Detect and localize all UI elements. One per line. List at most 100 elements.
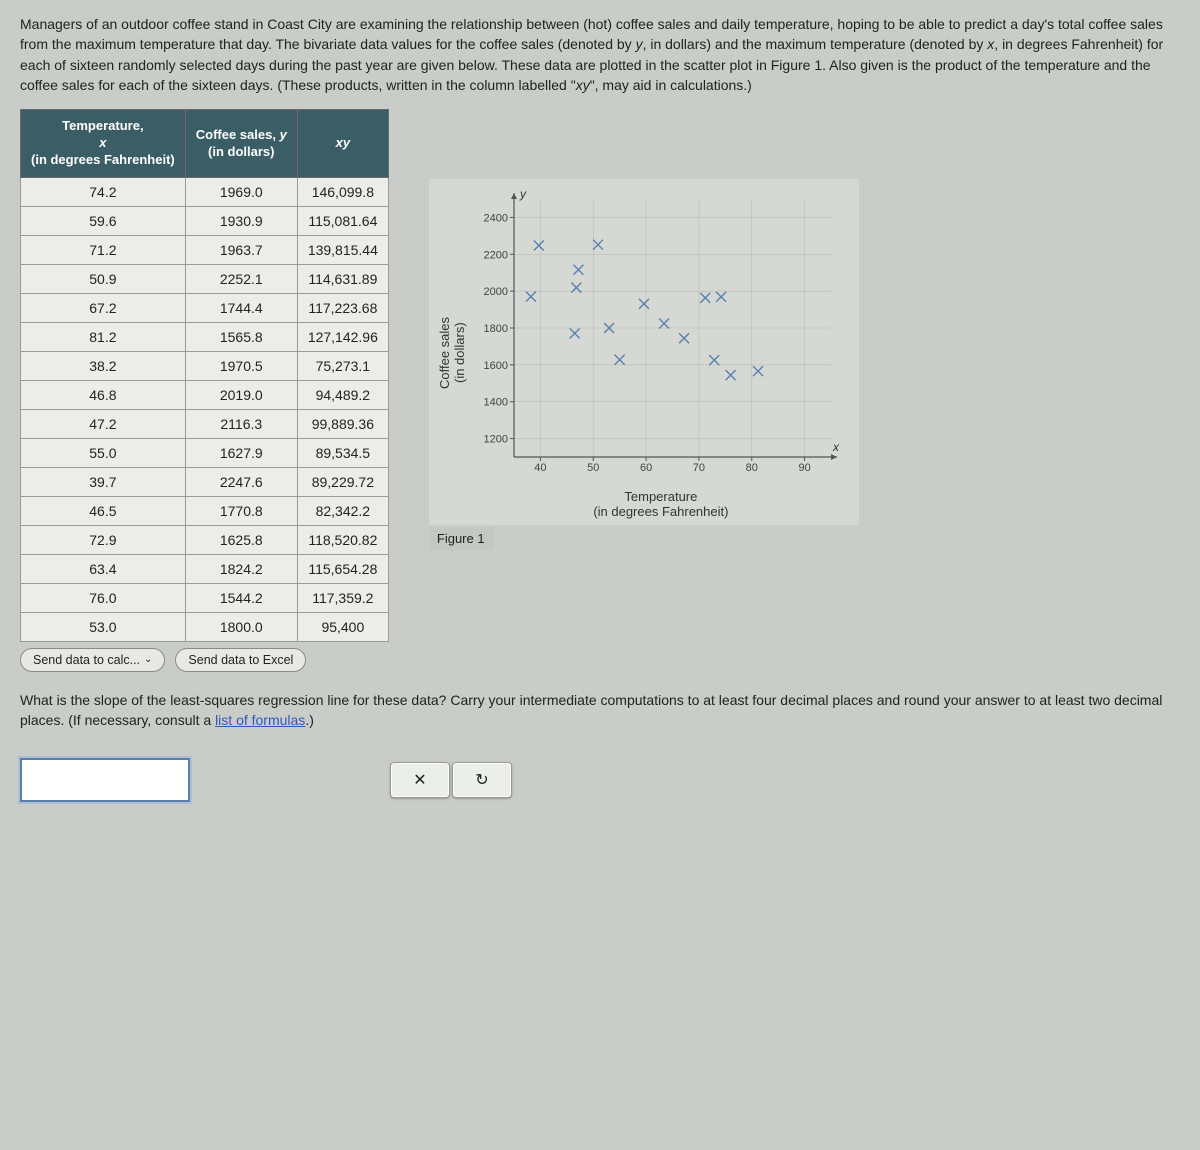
problem-statement: Managers of an outdoor coffee stand in C… <box>20 14 1180 95</box>
x-axis-label: Temperature (in degrees Fahrenheit) <box>469 485 853 521</box>
svg-text:2000: 2000 <box>483 286 507 298</box>
svg-text:70: 70 <box>693 462 705 474</box>
table-cell: 46.5 <box>21 496 186 525</box>
var-y: y <box>636 36 643 52</box>
svg-text:1600: 1600 <box>483 360 507 372</box>
table-cell: 1544.2 <box>185 583 297 612</box>
svg-text:80: 80 <box>746 462 758 474</box>
table-cell: 82,342.2 <box>297 496 388 525</box>
send-to-excel-button[interactable]: Send data to Excel <box>175 648 306 672</box>
table-cell: 1770.8 <box>185 496 297 525</box>
table-cell: 2252.1 <box>185 264 297 293</box>
scatter-plot-svg: y x 40 50 60 70 80 90 1200 1400 1600 1800 2000 2200 24… <box>469 185 849 485</box>
table-cell: 1800.0 <box>185 612 297 641</box>
table-cell: 114,631.89 <box>297 264 388 293</box>
table-cell: 1970.5 <box>185 351 297 380</box>
table-cell: 67.2 <box>21 293 186 322</box>
col-header-sales: Coffee sales, y (in dollars) <box>185 110 297 178</box>
table-row: 46.82019.094,489.2 <box>21 380 389 409</box>
table-cell: 72.9 <box>21 525 186 554</box>
reset-icon: ↻ <box>475 770 488 790</box>
chevron-down-icon: ⌄ <box>144 654 152 665</box>
table-cell: 127,142.96 <box>297 322 388 351</box>
svg-text:90: 90 <box>798 462 810 474</box>
table-cell: 115,654.28 <box>297 554 388 583</box>
table-row: 46.51770.882,342.2 <box>21 496 389 525</box>
table-cell: 1625.8 <box>185 525 297 554</box>
table-row: 72.91625.8118,520.82 <box>21 525 389 554</box>
table-cell: 115,081.64 <box>297 206 388 235</box>
question-text: What is the slope of the least-squares r… <box>20 690 1180 731</box>
table-cell: 50.9 <box>21 264 186 293</box>
table-cell: 76.0 <box>21 583 186 612</box>
table-cell: 2116.3 <box>185 409 297 438</box>
table-cell: 46.8 <box>21 380 186 409</box>
table-row: 55.01627.989,534.5 <box>21 438 389 467</box>
table-cell: 1969.0 <box>185 177 297 206</box>
table-cell: 146,099.8 <box>297 177 388 206</box>
table-cell: 1744.4 <box>185 293 297 322</box>
data-table: Temperature, x (in degrees Fahrenheit) C… <box>20 109 389 642</box>
table-row: 74.21969.0146,099.8 <box>21 177 389 206</box>
scatter-chart: Coffee sales (in dollars) y x 40 50 60 70 80 90… <box>429 179 859 525</box>
table-cell: 117,359.2 <box>297 583 388 612</box>
clear-button[interactable]: ✕ <box>390 762 450 798</box>
table-cell: 139,815.44 <box>297 235 388 264</box>
table-cell: 47.2 <box>21 409 186 438</box>
table-cell: 1565.8 <box>185 322 297 351</box>
table-cell: 95,400 <box>297 612 388 641</box>
table-row: 81.21565.8127,142.96 <box>21 322 389 351</box>
table-cell: 118,520.82 <box>297 525 388 554</box>
table-cell: 2019.0 <box>185 380 297 409</box>
svg-text:1800: 1800 <box>483 323 507 335</box>
table-cell: 53.0 <box>21 612 186 641</box>
problem-p4: ", may aid in calculations.) <box>590 77 752 93</box>
table-row: 39.72247.689,229.72 <box>21 467 389 496</box>
svg-text:60: 60 <box>640 462 652 474</box>
y-axis-label: Coffee sales (in dollars) <box>435 185 469 521</box>
table-cell: 94,489.2 <box>297 380 388 409</box>
table-row: 59.61930.9115,081.64 <box>21 206 389 235</box>
var-xy: xy <box>576 77 590 93</box>
svg-text:40: 40 <box>534 462 546 474</box>
table-cell: 38.2 <box>21 351 186 380</box>
table-cell: 74.2 <box>21 177 186 206</box>
table-row: 76.01544.2117,359.2 <box>21 583 389 612</box>
problem-p2: , in dollars) and the maximum temperatur… <box>643 36 988 52</box>
table-cell: 39.7 <box>21 467 186 496</box>
table-cell: 2247.6 <box>185 467 297 496</box>
answer-input[interactable] <box>20 758 190 802</box>
table-cell: 71.2 <box>21 235 186 264</box>
table-cell: 55.0 <box>21 438 186 467</box>
table-cell: 1824.2 <box>185 554 297 583</box>
table-cell: 59.6 <box>21 206 186 235</box>
table-cell: 89,229.72 <box>297 467 388 496</box>
svg-text:2400: 2400 <box>483 213 507 225</box>
table-cell: 1963.7 <box>185 235 297 264</box>
table-row: 38.21970.575,273.1 <box>21 351 389 380</box>
send-to-calc-button[interactable]: Send data to calc... ⌄ <box>20 648 165 672</box>
formulas-link[interactable]: list of formulas <box>215 712 305 728</box>
table-row: 63.41824.2115,654.28 <box>21 554 389 583</box>
table-cell: 89,534.5 <box>297 438 388 467</box>
svg-text:1400: 1400 <box>483 397 507 409</box>
reset-button[interactable]: ↻ <box>452 762 512 798</box>
table-row: 47.22116.399,889.36 <box>21 409 389 438</box>
figure-caption: Figure 1 <box>429 527 493 550</box>
col-header-xy: xy <box>297 110 388 178</box>
table-row: 67.21744.4117,223.68 <box>21 293 389 322</box>
table-cell: 99,889.36 <box>297 409 388 438</box>
table-row: 53.01800.095,400 <box>21 612 389 641</box>
send-to-calc-label: Send data to calc... <box>33 653 140 667</box>
table-cell: 117,223.68 <box>297 293 388 322</box>
svg-text:x: x <box>832 440 840 454</box>
svg-text:1200: 1200 <box>483 434 507 446</box>
table-cell: 1930.9 <box>185 206 297 235</box>
table-row: 71.21963.7139,815.44 <box>21 235 389 264</box>
svg-text:50: 50 <box>587 462 599 474</box>
svg-text:y: y <box>519 187 527 201</box>
table-cell: 81.2 <box>21 322 186 351</box>
svg-text:2200: 2200 <box>483 249 507 261</box>
table-row: 50.92252.1114,631.89 <box>21 264 389 293</box>
send-to-excel-label: Send data to Excel <box>188 653 293 667</box>
